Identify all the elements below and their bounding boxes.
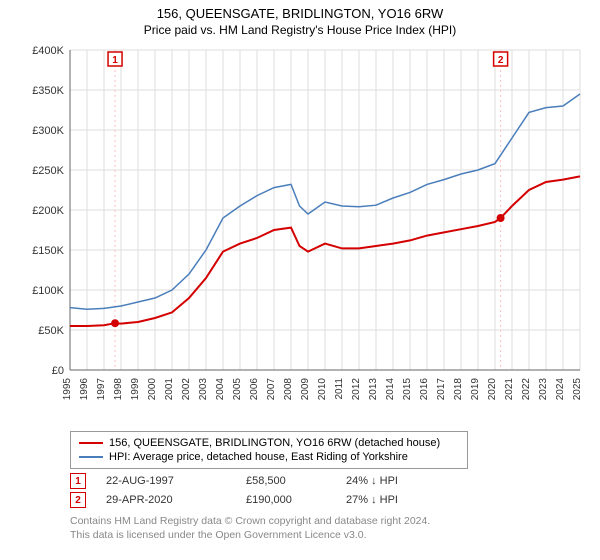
svg-text:2025: 2025 xyxy=(572,378,583,401)
legend-swatch xyxy=(79,442,103,444)
svg-text:2006: 2006 xyxy=(249,378,260,401)
svg-text:2021: 2021 xyxy=(504,378,515,401)
sale-price: £58,500 xyxy=(246,475,326,487)
svg-text:2019: 2019 xyxy=(470,378,481,401)
license-line1: Contains HM Land Registry data © Crown c… xyxy=(70,515,430,527)
svg-text:2005: 2005 xyxy=(232,378,243,401)
svg-text:£50K: £50K xyxy=(38,325,64,337)
legend-item: 156, QUEENSGATE, BRIDLINGTON, YO16 6RW (… xyxy=(79,436,459,450)
svg-text:1: 1 xyxy=(112,55,118,66)
sale-price: £190,000 xyxy=(246,494,326,506)
svg-text:1999: 1999 xyxy=(130,378,141,401)
svg-text:1998: 1998 xyxy=(113,378,124,401)
svg-text:2013: 2013 xyxy=(368,378,379,401)
sale-vs-hpi: 27% ↓ HPI xyxy=(346,494,436,506)
svg-text:£200K: £200K xyxy=(32,205,64,217)
svg-text:2014: 2014 xyxy=(385,378,396,401)
svg-text:£150K: £150K xyxy=(32,245,64,257)
sale-vs-hpi: 24% ↓ HPI xyxy=(346,475,436,487)
svg-text:2008: 2008 xyxy=(283,378,294,401)
svg-text:2016: 2016 xyxy=(419,378,430,401)
sale-marker-badge: 2 xyxy=(70,492,86,508)
svg-text:2009: 2009 xyxy=(300,378,311,401)
svg-text:£0: £0 xyxy=(52,365,64,377)
svg-text:2001: 2001 xyxy=(164,378,175,401)
svg-text:£400K: £400K xyxy=(32,45,64,57)
svg-text:2015: 2015 xyxy=(402,378,413,401)
svg-text:2007: 2007 xyxy=(266,378,277,401)
chart-area: £0 £50K £100K £150K £200K £250K £300K £350K £400… xyxy=(10,45,590,425)
line-chart-svg: £0 £50K £100K £150K £200K £250K £300K £350K £400… xyxy=(10,45,590,425)
sale-marker-row: 2 29-APR-2020 £190,000 27% ↓ HPI xyxy=(70,492,590,508)
svg-text:2010: 2010 xyxy=(317,378,328,401)
svg-text:2000: 2000 xyxy=(147,378,158,401)
sale-date: 22-AUG-1997 xyxy=(106,475,226,487)
svg-text:2: 2 xyxy=(498,55,504,66)
svg-text:£350K: £350K xyxy=(32,85,64,97)
chart-subtitle: Price paid vs. HM Land Registry's House … xyxy=(10,23,590,37)
svg-text:2011: 2011 xyxy=(334,378,345,400)
svg-text:1996: 1996 xyxy=(79,378,90,401)
svg-text:2003: 2003 xyxy=(198,378,209,401)
svg-text:2023: 2023 xyxy=(538,378,549,401)
license-line2: This data is licensed under the Open Gov… xyxy=(70,529,367,541)
svg-text:2004: 2004 xyxy=(215,378,226,401)
sale-marker-row: 1 22-AUG-1997 £58,500 24% ↓ HPI xyxy=(70,473,590,489)
license-text: Contains HM Land Registry data © Crown c… xyxy=(70,514,590,542)
svg-text:2022: 2022 xyxy=(521,378,532,401)
sale-date: 29-APR-2020 xyxy=(106,494,226,506)
chart-title: 156, QUEENSGATE, BRIDLINGTON, YO16 6RW xyxy=(10,6,590,21)
sale-marker-badge: 1 xyxy=(70,473,86,489)
svg-text:2012: 2012 xyxy=(351,378,362,401)
svg-text:2018: 2018 xyxy=(453,378,464,401)
legend-item: HPI: Average price, detached house, East… xyxy=(79,450,459,464)
svg-text:£250K: £250K xyxy=(32,165,64,177)
legend-label: 156, QUEENSGATE, BRIDLINGTON, YO16 6RW (… xyxy=(109,437,440,449)
svg-text:2017: 2017 xyxy=(436,378,447,401)
svg-text:2020: 2020 xyxy=(487,378,498,401)
svg-text:2024: 2024 xyxy=(555,378,566,401)
svg-text:1995: 1995 xyxy=(62,378,73,401)
legend: 156, QUEENSGATE, BRIDLINGTON, YO16 6RW (… xyxy=(70,431,468,469)
legend-swatch xyxy=(79,456,103,458)
svg-text:£300K: £300K xyxy=(32,125,64,137)
legend-label: HPI: Average price, detached house, East… xyxy=(109,451,408,463)
svg-text:1997: 1997 xyxy=(96,378,107,401)
svg-text:£100K: £100K xyxy=(32,285,64,297)
svg-text:2002: 2002 xyxy=(181,378,192,401)
